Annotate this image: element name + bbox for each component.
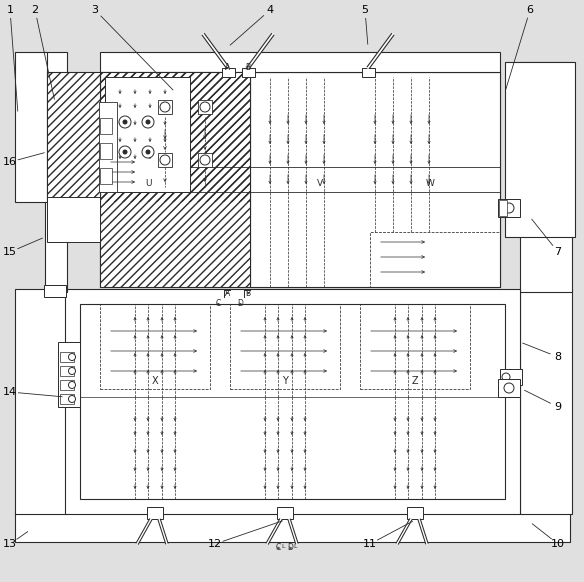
Bar [158,100,172,114]
Text: X: X [152,376,158,386]
Text: A: A [225,289,231,299]
Text: 1: 1 [6,5,13,15]
Bar [499,200,507,216]
Bar [60,352,74,362]
Bar [100,52,500,72]
Bar [277,507,293,519]
Bar [15,512,570,542]
Circle shape [200,155,210,165]
Bar [47,197,100,242]
Bar [100,72,500,287]
Bar [65,289,520,514]
Circle shape [68,381,75,389]
Bar [362,68,375,77]
Text: L: L [281,545,285,549]
Text: 3: 3 [92,5,99,15]
Text: 2: 2 [32,5,39,15]
Circle shape [160,102,170,112]
Text: U: U [145,179,151,189]
Bar [505,62,575,237]
Text: 8: 8 [554,352,562,362]
Text: D: D [237,300,243,308]
Bar [15,289,67,514]
Bar [100,118,112,134]
Bar [80,304,505,499]
Bar [370,232,500,287]
Text: 15: 15 [3,247,17,257]
Text: 13: 13 [3,539,17,549]
Bar [60,394,74,404]
Bar [520,289,572,514]
Bar [105,77,190,192]
Circle shape [68,367,75,374]
Text: 4: 4 [266,5,273,15]
Bar [100,143,112,159]
Bar [407,507,423,519]
Bar [158,153,172,167]
Bar [60,366,74,376]
Bar [147,507,163,519]
Bar [198,100,212,114]
Bar [58,342,80,407]
Bar [99,102,117,192]
Text: 7: 7 [554,247,562,257]
Circle shape [146,120,150,124]
Text: V: V [317,179,323,189]
Text: 16: 16 [3,157,17,167]
Polygon shape [100,72,250,287]
Text: B: B [245,63,251,73]
Bar [100,168,112,184]
Bar [15,52,47,202]
Bar [242,68,255,77]
Circle shape [68,353,75,360]
Circle shape [146,150,150,154]
Text: L: L [293,545,297,549]
Circle shape [160,155,170,165]
Text: 14: 14 [3,387,17,397]
Text: C: C [276,542,281,552]
Circle shape [142,116,154,128]
Circle shape [504,383,514,393]
Text: 9: 9 [554,402,562,412]
Text: 10: 10 [551,539,565,549]
Circle shape [119,146,131,158]
Circle shape [68,396,75,403]
Bar [500,369,522,385]
Circle shape [504,203,514,213]
Circle shape [123,120,127,124]
Text: C: C [215,300,221,308]
Polygon shape [47,72,100,202]
Text: 5: 5 [361,5,369,15]
Circle shape [119,116,131,128]
Bar [498,379,520,397]
Bar [360,304,470,389]
Text: 12: 12 [208,539,222,549]
Bar [60,380,74,390]
Bar [198,153,212,167]
Text: W: W [426,179,434,189]
Bar [45,52,67,292]
Bar [520,62,572,292]
Bar [498,199,520,217]
Text: Z: Z [412,376,418,386]
Bar [230,304,340,389]
Bar [44,285,66,297]
Bar [250,72,500,287]
Text: A: A [225,63,231,73]
Text: 11: 11 [363,539,377,549]
Text: 6: 6 [527,5,534,15]
Circle shape [502,373,510,381]
Bar [100,304,210,389]
Text: Y: Y [282,376,288,386]
Circle shape [142,146,154,158]
Circle shape [200,102,210,112]
Circle shape [123,150,127,154]
Text: B: B [245,289,251,299]
Bar [222,68,235,77]
Text: D: D [287,542,293,552]
